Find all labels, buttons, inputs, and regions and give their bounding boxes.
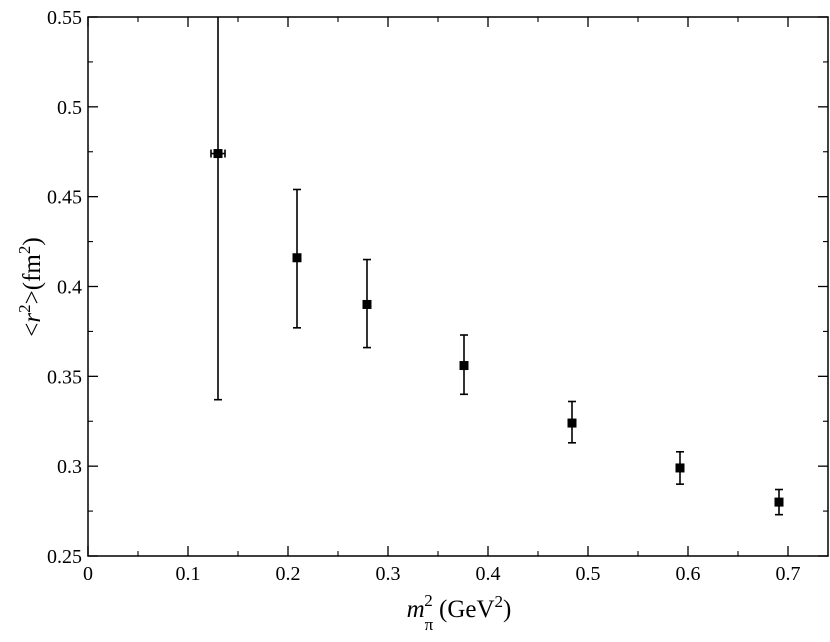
data-point [567, 400, 577, 444]
y-tick-label: 0.35 [47, 366, 82, 388]
point-marker [675, 463, 685, 473]
data-point [292, 188, 302, 329]
x-tick-label: 0.4 [476, 563, 501, 585]
point-marker [292, 253, 302, 263]
x-tick-label: 0.6 [676, 563, 701, 585]
point-marker [774, 497, 784, 507]
y-tick-label: 0.3 [57, 456, 82, 478]
ticks: 0 0.1 0.2 0.3 0.4 0.5 0.6 0.7 0.25 0.3 0.35 0.4 0.45… [47, 7, 828, 585]
point-marker [567, 418, 577, 428]
x-tick-label: 0.7 [776, 563, 801, 585]
point-marker [459, 361, 469, 371]
y-tick-label: 0.25 [47, 546, 82, 568]
point-marker [213, 149, 223, 159]
y-tick-label: 0.55 [47, 7, 82, 29]
y-tick-label: 0.45 [47, 187, 82, 209]
point-marker [362, 299, 372, 309]
data-point [210, 17, 226, 401]
x-tick-label: 0 [83, 563, 93, 585]
data-point [675, 450, 685, 485]
y-axis-title: <r2>(fm2) [15, 237, 46, 336]
x-tick-label: 0.2 [276, 563, 301, 585]
data-point [459, 334, 469, 396]
plot-frame [87, 16, 829, 557]
x-axis-title: mπ2 (GeV2) [407, 591, 512, 634]
x-tick-label: 0.1 [176, 563, 201, 585]
data-point [774, 488, 784, 516]
y-tick-label: 0.5 [57, 97, 82, 119]
data-point [362, 258, 372, 349]
y-tick-label: 0.4 [57, 277, 82, 299]
data-points [210, 17, 784, 516]
x-tick-label: 0.3 [376, 563, 401, 585]
x-tick-label: 0.5 [576, 563, 601, 585]
